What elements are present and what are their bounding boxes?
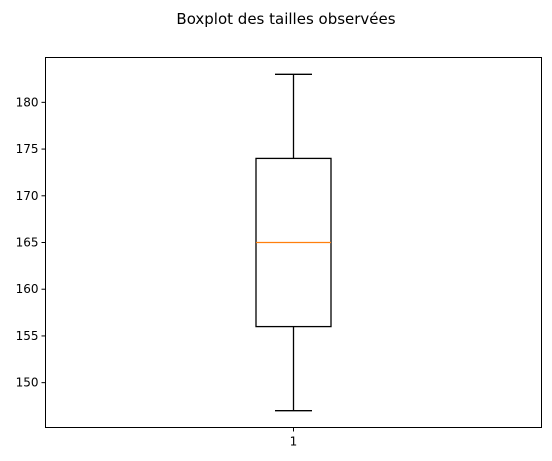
y-tick-label: 170 — [16, 189, 39, 203]
y-tick-label: 155 — [16, 329, 39, 343]
plot-area — [255, 73, 332, 412]
chart-title: Boxplot des tailles observées — [176, 10, 395, 28]
y-axis: 150 155 160 165 170 175 180 — [16, 95, 46, 390]
y-tick-label: 160 — [16, 282, 39, 296]
y-tick-label: 180 — [16, 95, 39, 109]
y-tick-label: 165 — [16, 236, 39, 250]
y-tick-label: 175 — [16, 142, 39, 156]
x-tick-label: 1 — [290, 435, 298, 449]
x-axis: 1 — [290, 427, 298, 449]
box-group — [255, 73, 332, 412]
y-tick-label: 150 — [16, 376, 39, 390]
